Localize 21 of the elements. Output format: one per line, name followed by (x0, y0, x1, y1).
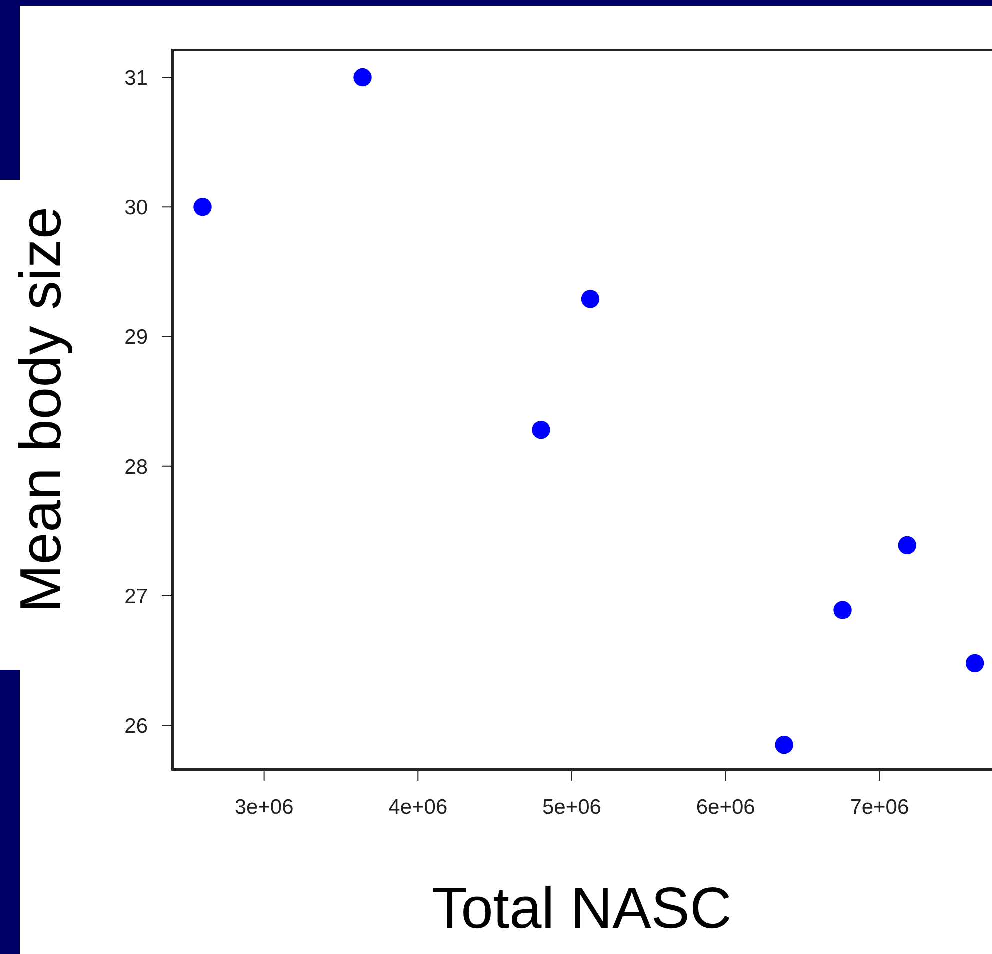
y-tick-label: 30 (124, 196, 148, 220)
point (532, 421, 550, 440)
point (581, 290, 600, 308)
y-axis-title: Mean body size (8, 206, 74, 614)
y-tick-label: 26 (124, 715, 148, 738)
point (966, 654, 984, 672)
x-tick-label: 5e+06 (542, 796, 602, 819)
point (354, 68, 372, 87)
y-tick-label: 29 (124, 326, 148, 350)
y-tick-label: 31 (124, 66, 148, 90)
y-tick-label: 27 (124, 585, 148, 608)
x-tick-label: 3e+06 (234, 796, 294, 819)
y-tick-label: 28 (124, 456, 148, 479)
x-tick-label: 4e+06 (388, 796, 448, 819)
point (194, 198, 212, 216)
x-axis-title: Total NASC (432, 876, 732, 941)
point (898, 536, 916, 555)
x-tick-label: 6e+06 (696, 796, 756, 819)
point (775, 736, 794, 754)
point (834, 601, 852, 620)
x-tick-label: 7e+06 (850, 796, 910, 819)
